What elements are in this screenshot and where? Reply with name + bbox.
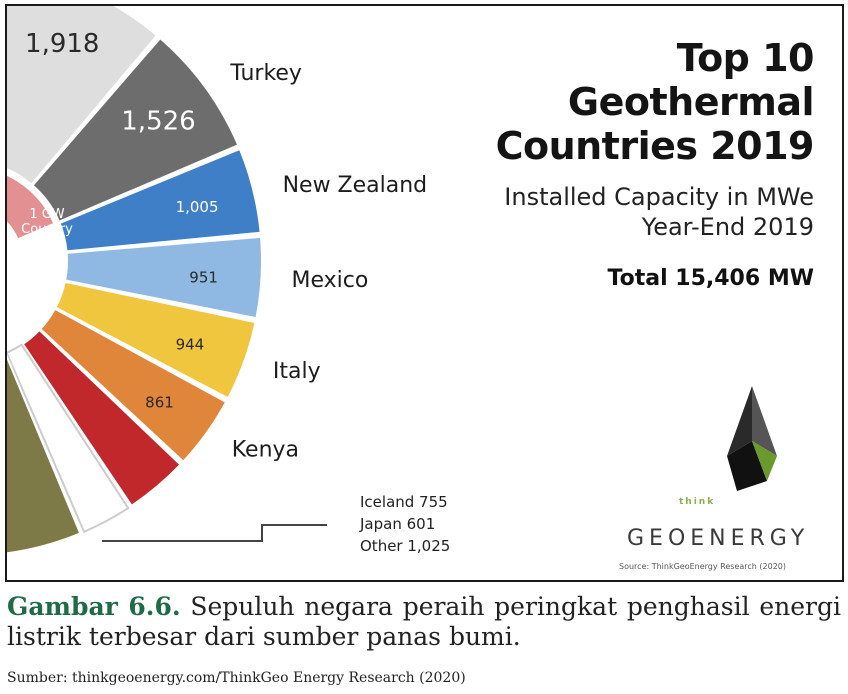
chart-subtitle: Installed Capacity in MWe Year-End 2019 <box>496 182 814 242</box>
brand-think: think <box>679 497 716 507</box>
slice-japan <box>7 343 130 534</box>
brand-geoenergy: GEOENERGY <box>627 526 810 551</box>
value-label-turkey: 1,526 <box>121 106 195 136</box>
chart-title-line-2: Geothermal <box>567 80 815 124</box>
club-label-line-1: 1 GW <box>29 207 64 222</box>
others-item-1: Iceland 755 <box>360 493 448 511</box>
figure-credit: Sumber: thinkgeoenergy.com/ThinkGeo Ener… <box>7 670 466 686</box>
slice-new-zealand <box>58 147 262 253</box>
figure-caption: Gambar 6.6. Sepuluh negara peraih pering… <box>7 592 841 652</box>
chart-total: Total 15,406 MW <box>607 266 814 291</box>
title-block: Top 10 Geothermal Countries 2019 Install… <box>495 36 815 291</box>
others-item-3: Other 1,025 <box>360 537 450 555</box>
slice-mexico <box>63 235 263 320</box>
chart-subtitle-line-2: Year-End 2019 <box>641 213 814 241</box>
chart-title-line-1: Top 10 <box>676 36 815 80</box>
thinkgeoenergy-logo-icon <box>727 386 777 491</box>
chart-source: Source: ThinkGeoEnergy Research (2020) <box>619 562 787 571</box>
slice-iceland <box>21 328 182 508</box>
country-label-new-zealand: New Zealand <box>283 173 428 198</box>
club-label-line-3: Club <box>32 237 61 252</box>
country-label-turkey: Turkey <box>229 61 302 86</box>
value-label-italy: 944 <box>176 336 205 354</box>
others-bracket <box>102 524 327 542</box>
club-label-line-2: Country <box>21 222 73 237</box>
country-label-mexico: Mexico <box>291 268 368 293</box>
country-label-italy: Italy <box>273 359 321 384</box>
club-ring <box>7 173 56 241</box>
others-item-2: Japan 601 <box>359 515 435 533</box>
chart-title-line-3: Countries 2019 <box>495 124 815 168</box>
slice-kenya <box>38 307 228 464</box>
slice-italy <box>54 280 257 400</box>
value-label-new-zealand: 1,005 <box>176 198 219 216</box>
caption-text: Sepuluh negara peraih peringkat penghasi… <box>7 592 841 651</box>
value-label-kenya: 861 <box>145 393 174 411</box>
caption-label: Gambar 6.6. <box>7 592 181 621</box>
infographic-frame: 3,676U.S.2,133Indonesia1,918Philippines1… <box>5 4 844 582</box>
value-label-mexico: 951 <box>189 268 218 286</box>
value-label-philippines: 1,918 <box>25 29 99 59</box>
slice-other <box>7 354 82 555</box>
country-label-kenya: Kenya <box>232 437 299 462</box>
chart-subtitle-line-1: Installed Capacity in MWe <box>504 183 814 211</box>
slice-philippines <box>7 6 159 186</box>
slice-turkey <box>31 36 240 224</box>
donut-chart: 3,676U.S.2,133Indonesia1,918Philippines1… <box>7 6 450 555</box>
